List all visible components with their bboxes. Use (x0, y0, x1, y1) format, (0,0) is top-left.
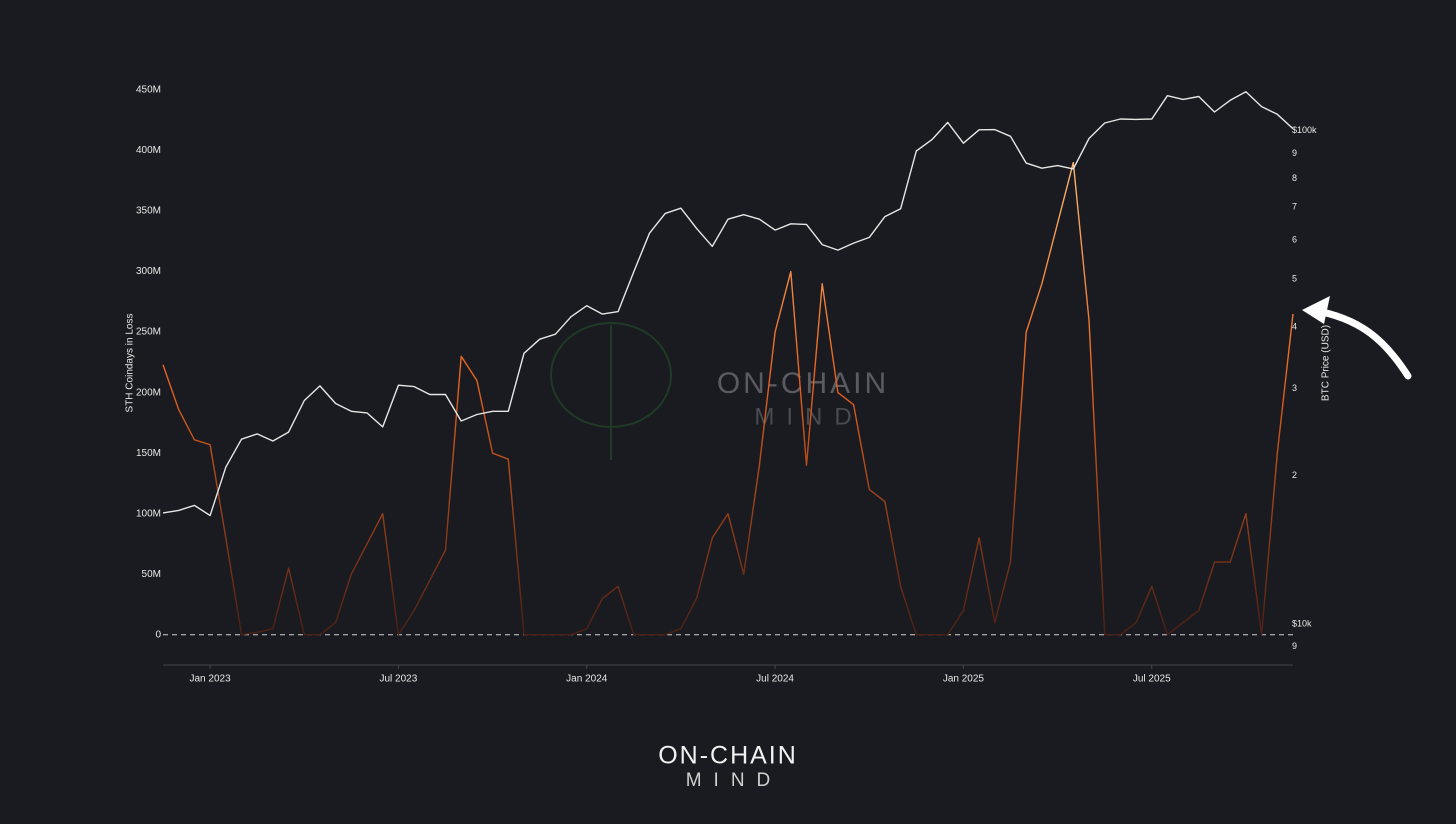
y2-tick-label: 9 (1292, 148, 1297, 158)
x-tick-label: Jan 2023 (190, 674, 232, 685)
x-tick-label: Jul 2025 (1133, 674, 1171, 685)
y-tick-label: 100M (136, 508, 161, 519)
plot: 0 50M 100M 150M 200M 250M 300M 350M 400M 450M 9 $10… (136, 85, 1317, 685)
watermark-title: ON-CHAIN (717, 367, 889, 400)
y-axis-title: STH Coindays in Loss (125, 314, 136, 413)
logo-title: ON-CHAIN (658, 742, 798, 770)
series-line (162, 161, 1294, 636)
y-tick-label: 250M (136, 327, 161, 338)
y-tick-label: 0 (155, 629, 161, 640)
y-tick-label: 350M (136, 206, 161, 217)
y2-tick-label: 9 (1292, 641, 1297, 651)
y2-tick-label: $10k (1292, 618, 1312, 628)
watermark: ON-CHAIN MIND (550, 322, 889, 460)
x-tick-label: Jan 2024 (566, 674, 608, 685)
arrow (1308, 306, 1412, 380)
logo-subtitle: MIND (686, 770, 783, 791)
y-tick-label: 300M (136, 266, 161, 277)
y-tick-label: 200M (136, 387, 161, 398)
x-tick-label: Jul 2024 (756, 674, 794, 685)
watermark-subtitle: MIND (754, 403, 863, 430)
y2-tick-label: 4 (1292, 321, 1297, 331)
series-line (162, 91, 1294, 517)
arrow-head (1302, 296, 1330, 324)
y2-tick-label: 7 (1292, 202, 1297, 212)
x-tick-label: Jan 2025 (943, 674, 985, 685)
x-tick-label: Jul 2023 (380, 674, 418, 685)
y2-axis-title: BTC Price (USD) (1321, 325, 1332, 401)
y2-tick-label: 8 (1292, 173, 1297, 183)
y2-tick-label: 6 (1292, 235, 1297, 245)
y2-tick-label: 5 (1292, 274, 1297, 284)
y2-tick-label: 3 (1292, 383, 1297, 393)
y2-tick-label: 2 (1292, 470, 1297, 480)
y-tick-label: 50M (142, 569, 161, 580)
y-tick-label: 400M (136, 145, 161, 156)
y-tick-label: 150M (136, 448, 161, 459)
y-tick-label: 450M (136, 85, 161, 96)
y2-tick-label: $100k (1292, 125, 1317, 135)
